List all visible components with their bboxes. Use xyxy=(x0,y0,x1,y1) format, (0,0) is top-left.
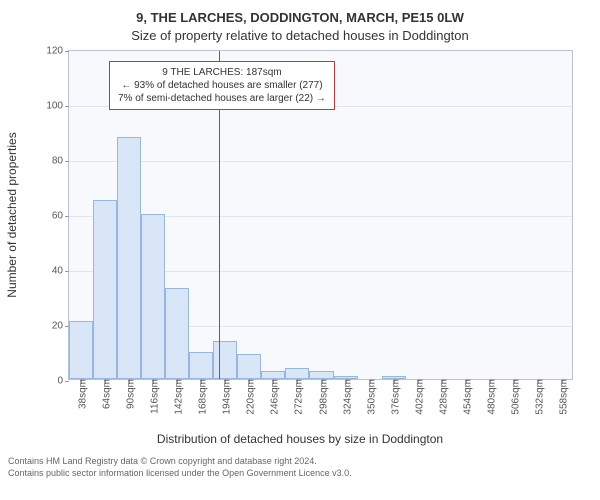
histogram-bar xyxy=(189,352,213,380)
xtick-label: 116sqm xyxy=(146,379,161,414)
chart-title-line2: Size of property relative to detached ho… xyxy=(0,28,600,43)
chart-title-line1: 9, THE LARCHES, DODDINGTON, MARCH, PE15 … xyxy=(0,10,600,25)
xtick-label: 64sqm xyxy=(98,379,113,409)
histogram-bar xyxy=(93,200,117,379)
x-axis-label: Distribution of detached houses by size … xyxy=(0,432,600,446)
ytick-mark xyxy=(65,216,69,217)
xtick-label: 324sqm xyxy=(338,379,353,415)
ytick-mark xyxy=(65,161,69,162)
xtick-label: 350sqm xyxy=(362,379,377,415)
chart-container: 9, THE LARCHES, DODDINGTON, MARCH, PE15 … xyxy=(0,0,600,500)
xtick-label: 298sqm xyxy=(314,379,329,415)
ytick-mark xyxy=(65,51,69,52)
footer-line1: Contains HM Land Registry data © Crown c… xyxy=(8,456,352,468)
ytick-label: 0 xyxy=(57,376,63,387)
ytick-label: 120 xyxy=(46,46,63,57)
xtick-label: 428sqm xyxy=(434,379,449,415)
histogram-bar xyxy=(213,341,237,380)
histogram-bar xyxy=(165,288,189,379)
histogram-bar xyxy=(141,214,165,379)
xtick-label: 532sqm xyxy=(530,379,545,415)
ytick-label: 80 xyxy=(52,156,63,167)
histogram-bar xyxy=(237,354,261,379)
xtick-label: 376sqm xyxy=(386,379,401,415)
plot-area: 020406080100120 9 THE LARCHES: 187sqm ← … xyxy=(68,50,573,380)
xtick-label: 558sqm xyxy=(554,379,569,415)
histogram-bar xyxy=(309,371,333,379)
annotation-line2: ← 93% of detached houses are smaller (27… xyxy=(118,79,326,92)
footer-text: Contains HM Land Registry data © Crown c… xyxy=(8,456,352,479)
xtick-label: 38sqm xyxy=(74,379,89,409)
xtick-label: 246sqm xyxy=(266,379,281,415)
histogram-bar xyxy=(117,137,141,379)
ytick-label: 40 xyxy=(52,266,63,277)
ytick-label: 20 xyxy=(52,321,63,332)
footer-line2: Contains public sector information licen… xyxy=(8,468,352,480)
y-axis-label: Number of detached properties xyxy=(5,132,19,297)
gridline-h xyxy=(69,161,572,162)
xtick-label: 272sqm xyxy=(290,379,305,415)
xtick-label: 90sqm xyxy=(122,379,137,409)
ytick-label: 60 xyxy=(52,211,63,222)
xtick-label: 168sqm xyxy=(194,379,209,415)
xtick-label: 220sqm xyxy=(242,379,257,415)
ytick-mark xyxy=(65,271,69,272)
ytick-label: 100 xyxy=(46,101,63,112)
ytick-mark xyxy=(65,381,69,382)
annotation-line1: 9 THE LARCHES: 187sqm xyxy=(118,66,326,79)
xtick-label: 454sqm xyxy=(458,379,473,415)
ytick-mark xyxy=(65,106,69,107)
histogram-bar xyxy=(261,371,285,379)
annotation-box: 9 THE LARCHES: 187sqm ← 93% of detached … xyxy=(109,61,335,110)
xtick-label: 480sqm xyxy=(482,379,497,415)
histogram-bar xyxy=(285,368,309,379)
annotation-line3: 7% of semi-detached houses are larger (2… xyxy=(118,92,326,105)
xtick-label: 402sqm xyxy=(410,379,425,415)
xtick-label: 142sqm xyxy=(170,379,185,415)
xtick-label: 194sqm xyxy=(218,379,233,415)
xtick-label: 506sqm xyxy=(506,379,521,415)
histogram-bar xyxy=(69,321,93,379)
